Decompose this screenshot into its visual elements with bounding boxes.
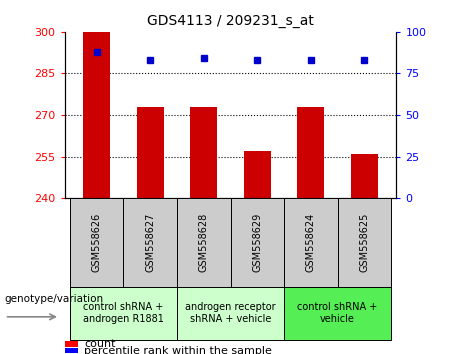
Text: GSM558629: GSM558629 — [252, 213, 262, 272]
Text: GSM558625: GSM558625 — [359, 213, 369, 272]
FancyBboxPatch shape — [177, 287, 284, 340]
FancyBboxPatch shape — [284, 198, 337, 287]
Bar — [297, 107, 324, 198]
Bar — [244, 151, 271, 198]
Text: GSM558626: GSM558626 — [92, 213, 102, 272]
FancyBboxPatch shape — [177, 198, 230, 287]
FancyBboxPatch shape — [70, 287, 177, 340]
Bar — [83, 32, 110, 198]
Bar — [137, 107, 164, 198]
FancyBboxPatch shape — [284, 287, 391, 340]
Text: control shRNA +
vehicle: control shRNA + vehicle — [297, 302, 378, 324]
FancyBboxPatch shape — [230, 198, 284, 287]
FancyBboxPatch shape — [70, 198, 124, 287]
Bar — [351, 154, 378, 198]
Text: control shRNA +
androgen R1881: control shRNA + androgen R1881 — [83, 302, 164, 324]
Text: percentile rank within the sample: percentile rank within the sample — [84, 346, 272, 354]
Text: genotype/variation: genotype/variation — [5, 294, 104, 304]
Bar — [65, 348, 78, 353]
Bar — [190, 107, 217, 198]
Bar — [65, 341, 78, 347]
FancyBboxPatch shape — [124, 198, 177, 287]
Text: GDS4113 / 209231_s_at: GDS4113 / 209231_s_at — [147, 14, 314, 28]
Text: GSM558628: GSM558628 — [199, 213, 209, 272]
Text: GSM558624: GSM558624 — [306, 213, 316, 272]
FancyBboxPatch shape — [337, 198, 391, 287]
Text: androgen receptor
shRNA + vehicle: androgen receptor shRNA + vehicle — [185, 302, 276, 324]
Text: count: count — [84, 339, 116, 349]
Text: GSM558627: GSM558627 — [145, 213, 155, 272]
